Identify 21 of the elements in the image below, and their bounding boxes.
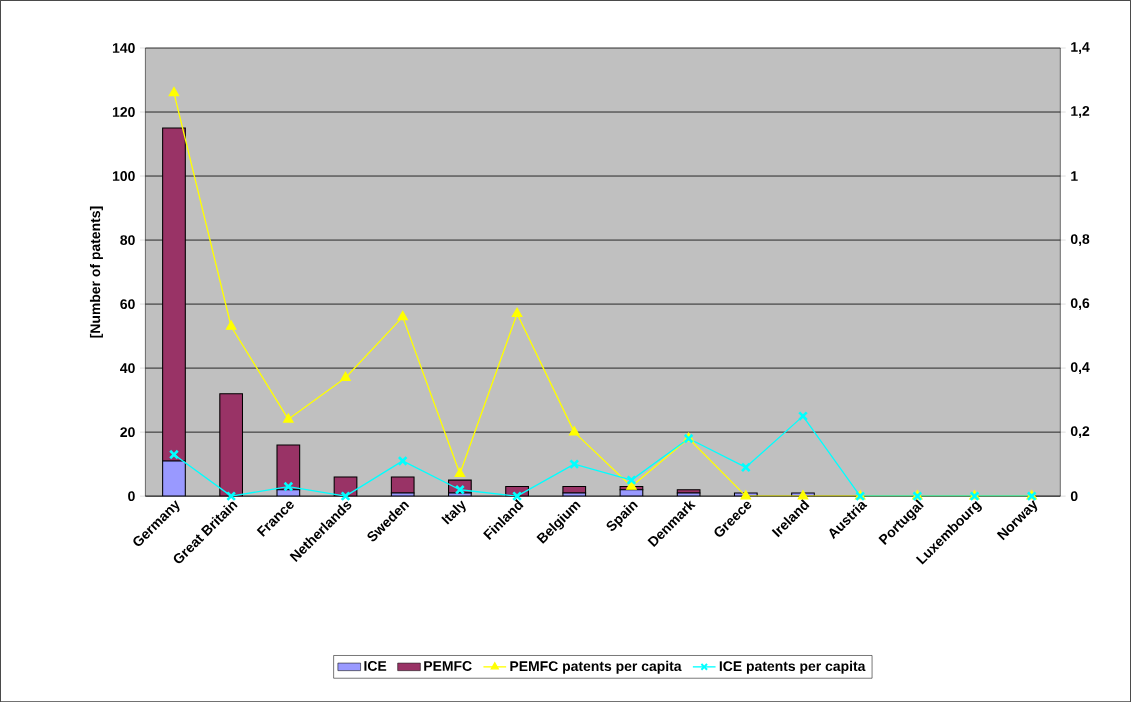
y-axis-title: [Number of patents] (89, 206, 103, 338)
y-tick-label: 80 (120, 235, 135, 245)
legend-label: PEMFC (424, 660, 472, 671)
y-tick-label: 140 (112, 42, 135, 53)
y-tick-label: 20 (120, 427, 135, 437)
legend-label: ICE patents per capita (719, 660, 866, 674)
y-tick-label: 120 (112, 107, 135, 117)
y2-tick-label: 0,6 (1070, 298, 1090, 310)
y2-tick-label: 0,2 (1070, 426, 1090, 438)
y2-tick-label: 1 (1071, 171, 1078, 181)
y2-tick-label: 1,4 (1071, 42, 1090, 54)
y2-tick-label: 0 (1070, 491, 1078, 501)
y2-tick-label: 0,8 (1070, 234, 1090, 246)
y-tick-label: 40 (120, 363, 135, 373)
y2-tick-label: 1,2 (1071, 105, 1090, 118)
legend-label: ICE (364, 660, 387, 671)
y-tick-label: 0 (128, 491, 135, 501)
y-tick-label: 60 (120, 299, 135, 309)
y2-tick-label: 0,4 (1070, 362, 1090, 374)
y-tick-label: 100 (112, 171, 135, 181)
legend-label: PEMFC patents per capita (510, 660, 682, 674)
